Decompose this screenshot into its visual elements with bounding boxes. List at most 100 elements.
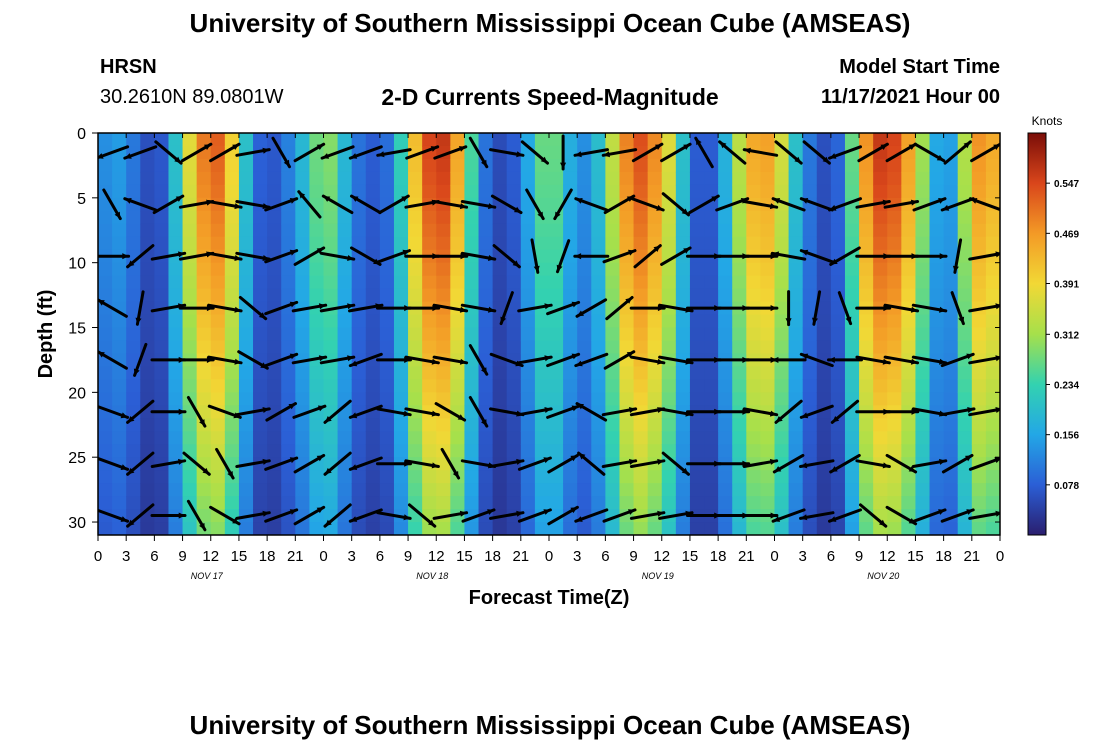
heatmap-cell <box>844 327 860 342</box>
heatmap-cell <box>140 314 155 329</box>
heatmap-cell <box>901 314 917 329</box>
current-vector <box>123 197 158 212</box>
heatmap-cell <box>464 275 480 290</box>
heatmap-cell <box>732 262 747 277</box>
heatmap-cell <box>985 366 1000 380</box>
heatmap-cell <box>859 145 874 160</box>
heatmap-cell <box>379 392 395 406</box>
heatmap-cell <box>929 379 945 393</box>
heatmap-cell <box>351 470 367 484</box>
vector-head <box>487 509 494 515</box>
heatmap-cell <box>816 314 832 329</box>
heatmap-cell <box>464 262 480 277</box>
heatmap-cell <box>98 262 113 277</box>
heatmap-cell <box>182 366 198 380</box>
heatmap-cell <box>281 327 296 342</box>
heatmap-cell <box>901 379 917 393</box>
x-tick-label: 18 <box>710 548 727 565</box>
heatmap-cell <box>112 340 127 355</box>
heatmap-cell <box>605 470 621 484</box>
heatmap-cell <box>549 275 564 290</box>
vector-head <box>350 360 358 367</box>
heatmap-cell <box>281 522 296 535</box>
heatmap-cell <box>985 223 1000 238</box>
vector-head <box>350 464 358 470</box>
heatmap-cell <box>337 431 353 445</box>
heatmap-cell <box>774 262 790 277</box>
heatmap-cell <box>140 470 155 484</box>
heatmap-cell <box>619 340 635 355</box>
current-vector <box>799 511 835 521</box>
heatmap-cell <box>704 314 719 329</box>
heatmap-cell <box>929 522 945 535</box>
heatmap-cell <box>436 522 451 535</box>
heatmap-cell <box>365 340 381 355</box>
heatmap-cell <box>238 262 254 277</box>
heatmap-cell <box>971 133 987 147</box>
heatmap-cell <box>351 314 367 329</box>
heatmap-cell <box>154 171 170 186</box>
current-vector <box>837 291 853 326</box>
heatmap-cell <box>633 431 649 445</box>
heatmap-cell <box>210 275 226 290</box>
current-vector <box>770 251 807 261</box>
heatmap-cell <box>549 249 564 264</box>
heatmap-cell <box>985 470 1000 484</box>
vector-head <box>127 467 135 475</box>
heatmap-cell <box>647 262 663 277</box>
vector-head <box>683 144 691 150</box>
heatmap-cell <box>577 236 592 251</box>
heatmap-cell <box>746 483 761 497</box>
current-vector <box>489 510 525 520</box>
vector-head <box>514 206 521 213</box>
heatmap-cell <box>224 158 240 173</box>
x-tick-label: 3 <box>348 548 356 565</box>
heatmap-cell <box>943 184 959 199</box>
heatmap-cell <box>633 470 649 484</box>
heatmap-cell <box>985 522 1000 535</box>
heatmap-cell <box>379 327 395 342</box>
vector-head <box>772 251 780 258</box>
heatmap-cell <box>126 483 141 497</box>
heatmap-cell <box>675 379 691 393</box>
heatmap-cell <box>408 210 423 225</box>
heatmap-cell <box>689 262 705 277</box>
heatmap-cell <box>422 496 437 510</box>
heatmap-cell <box>210 288 226 303</box>
heatmap-cell <box>436 470 451 484</box>
heatmap-cell <box>464 379 480 393</box>
heatmap-cell <box>816 522 832 535</box>
heatmap-cell <box>422 184 437 199</box>
vector-head <box>120 412 128 419</box>
x-tick-label: 3 <box>122 548 130 565</box>
heatmap-cell <box>661 483 677 497</box>
heatmap-cell <box>140 158 155 173</box>
heatmap-cell <box>943 340 959 355</box>
heatmap-cell <box>577 158 592 173</box>
heatmap-cell <box>196 158 212 173</box>
heatmap-cell <box>647 483 663 497</box>
vector-head <box>350 153 358 159</box>
heatmap-cell <box>887 470 902 484</box>
heatmap-cell <box>929 314 945 329</box>
heatmap-cell <box>267 327 282 342</box>
current-vector <box>883 303 920 313</box>
current-vector <box>517 456 552 471</box>
heatmap-cell <box>196 133 212 147</box>
current-vector <box>812 290 822 326</box>
heatmap-cell <box>830 327 846 342</box>
heatmap-cell <box>605 431 621 445</box>
heatmap-cell <box>210 483 226 497</box>
vector-head <box>202 467 210 475</box>
heatmap-cell <box>365 158 381 173</box>
heatmap-cell <box>309 158 325 173</box>
heatmap-cell <box>238 470 254 484</box>
heatmap-cell <box>210 210 226 225</box>
heatmap-cell <box>210 392 226 406</box>
heatmap-cell <box>957 275 973 290</box>
current-vector <box>829 453 861 474</box>
heatmap-cell <box>422 158 437 173</box>
heatmap-cell <box>633 288 649 303</box>
heatmap-cell <box>915 392 931 406</box>
heatmap-cell <box>253 379 268 393</box>
